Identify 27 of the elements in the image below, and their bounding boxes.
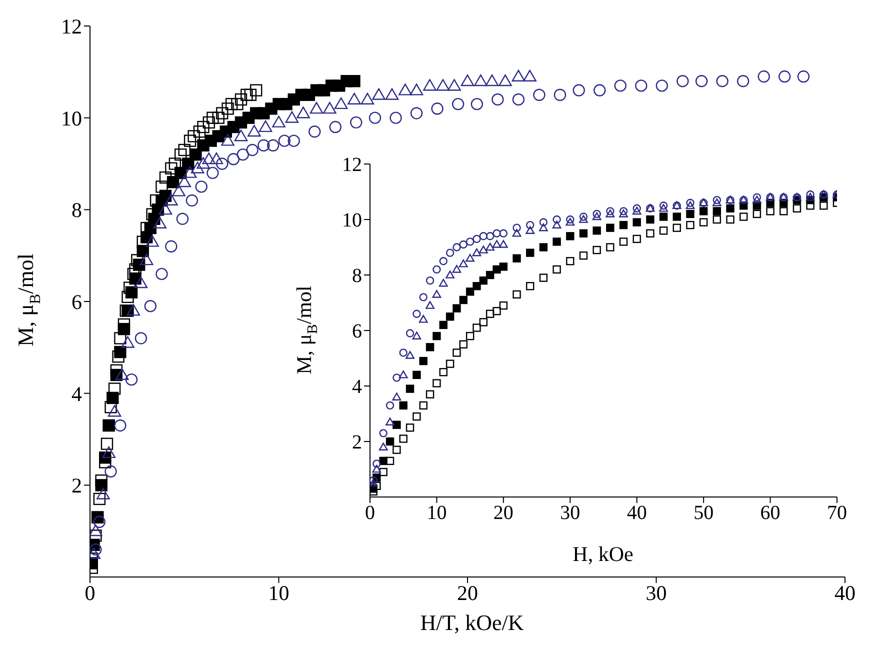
y-tick-label: 10: [61, 106, 82, 130]
x-tick-label: 40: [626, 502, 647, 524]
x-tick-label: 20: [457, 580, 478, 605]
y-tick-label: 12: [61, 14, 82, 38]
x-axis-title: H, kOe: [572, 542, 634, 566]
y-tick-label: 6: [72, 290, 82, 314]
y-tick-label: 8: [352, 265, 362, 288]
x-tick-label: 10: [268, 580, 290, 605]
x-tick-label: 70: [827, 502, 847, 524]
x-tick-label: 60: [760, 502, 780, 524]
x-tick-label: 50: [694, 502, 714, 524]
y-tick-label: 12: [342, 154, 362, 176]
x-tick-label: 0: [365, 502, 375, 524]
x-tick-label: 0: [84, 580, 96, 605]
y-tick-label: 2: [72, 474, 82, 498]
y-tick-label: 10: [342, 210, 362, 232]
x-tick-label: 30: [646, 580, 667, 605]
y-tick-label: 2: [352, 432, 362, 454]
x-tick-label: 10: [426, 502, 447, 524]
y-tick-label: 8: [72, 198, 82, 222]
x-tick-label: 20: [493, 502, 514, 524]
x-tick-label: 30: [560, 502, 580, 524]
y-tick-label: 4: [352, 376, 362, 398]
y-tick-label: 6: [352, 320, 362, 343]
x-tick-label: 40: [834, 580, 856, 605]
y-tick-label: 4: [72, 382, 82, 406]
x-axis-title: H/T, kOe/K: [420, 610, 524, 635]
